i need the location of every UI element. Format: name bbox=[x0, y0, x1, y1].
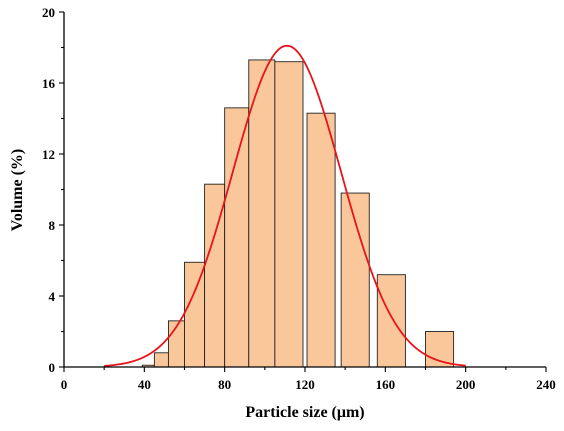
y-tick-label: 12 bbox=[42, 147, 55, 162]
x-tick-label: 80 bbox=[218, 377, 231, 392]
x-tick-label: 120 bbox=[295, 377, 315, 392]
y-tick-label: 4 bbox=[49, 289, 56, 304]
y-tick-label: 8 bbox=[49, 218, 56, 233]
histogram-bar bbox=[224, 107, 250, 368]
histogram-bar bbox=[184, 261, 206, 368]
x-axis-title: Particle size (μm) bbox=[245, 404, 364, 421]
x-tick-label: 160 bbox=[376, 377, 396, 392]
y-tick-label: 20 bbox=[42, 5, 55, 20]
axes-group: 0 40 80 120 160 200 240 0 4 8 12 16 20 bbox=[42, 5, 556, 392]
x-tick-label: 200 bbox=[456, 377, 476, 392]
histogram-bar bbox=[274, 61, 304, 368]
y-tick-label: 0 bbox=[49, 360, 56, 375]
y-tick-label: 16 bbox=[42, 76, 56, 91]
bars-group bbox=[141, 59, 455, 368]
fit-curve-group bbox=[104, 44, 466, 367]
x-tick-label: 40 bbox=[138, 377, 151, 392]
y-axis-title: Volume (%) bbox=[9, 149, 26, 232]
histogram-bar bbox=[376, 274, 406, 368]
histogram-bar bbox=[306, 112, 336, 368]
gaussian-fit-curve bbox=[104, 44, 466, 367]
x-tick-label: 240 bbox=[536, 377, 556, 392]
histogram-bar bbox=[153, 352, 169, 368]
x-tick-label: 0 bbox=[61, 377, 68, 392]
